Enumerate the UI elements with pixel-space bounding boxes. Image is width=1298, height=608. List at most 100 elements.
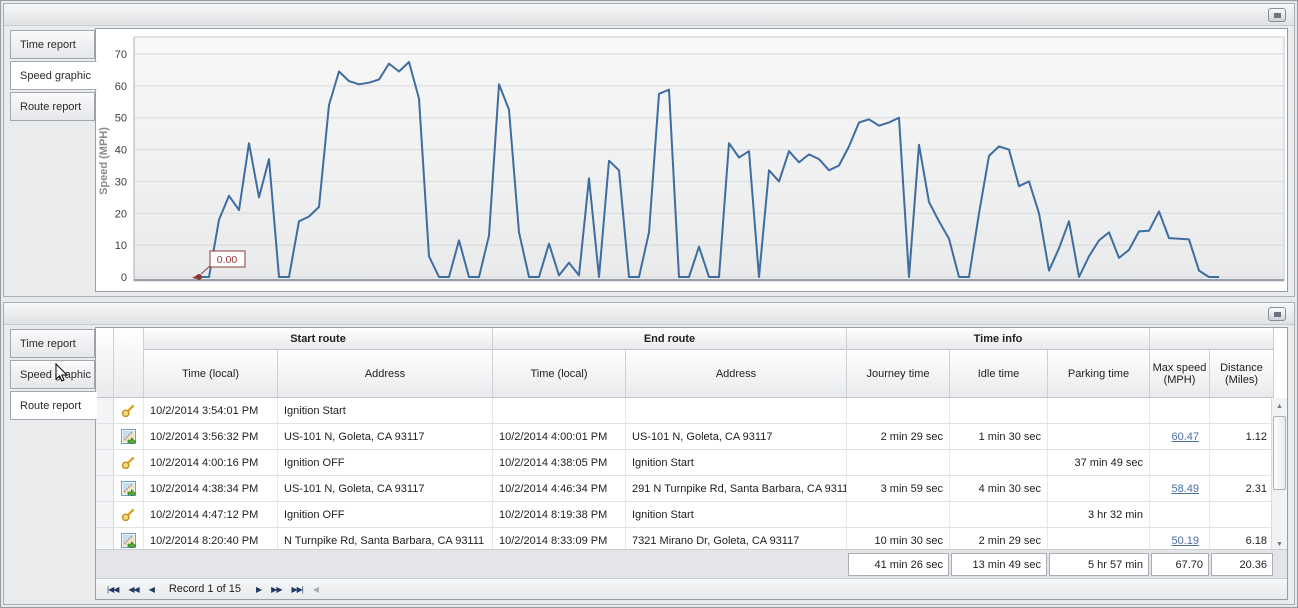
speed-graphic-panel: Time report Speed graphic Route report 0… xyxy=(3,3,1295,297)
y-tick-label: 50 xyxy=(115,113,127,125)
table-row[interactable]: 10/2/2014 3:54:01 PM Ignition Start xyxy=(96,398,1274,424)
collapse-icon xyxy=(1274,13,1281,18)
max-speed-link[interactable]: 50.19 xyxy=(1171,534,1199,547)
top-tab-time-report[interactable]: Time report xyxy=(10,30,95,59)
cell-start-time: 10/2/2014 3:56:32 PM xyxy=(144,424,278,450)
collapse-icon xyxy=(1274,312,1281,317)
indicator-column-header xyxy=(96,328,114,398)
cell-start-time: 10/2/2014 3:54:01 PM xyxy=(144,398,278,424)
cell-start-time: 10/2/2014 4:38:34 PM xyxy=(144,476,278,502)
cell-idle-time: 2 min 29 sec xyxy=(950,528,1048,552)
group-blank xyxy=(1150,328,1274,350)
col-start-address[interactable]: Address xyxy=(278,350,493,398)
record-navigator: |◀◀ ◀◀ ◀ Record 1 of 15 ▶ ▶▶ ▶▶| ◀ xyxy=(96,578,1287,599)
key-icon xyxy=(114,502,144,528)
cell-max-speed: 58.49 xyxy=(1150,476,1210,502)
nav-prev-icon[interactable]: ◀ xyxy=(148,584,155,594)
bottom-tab-route-report[interactable]: Route report xyxy=(10,391,97,420)
cell-idle-time: 1 min 30 sec xyxy=(950,424,1048,450)
cell-journey-time xyxy=(847,502,950,528)
grid-header: Start route End route Time info Time (lo… xyxy=(96,328,1274,398)
cell-start-time: 10/2/2014 4:47:12 PM xyxy=(144,502,278,528)
nav-first-icon[interactable]: |◀◀ xyxy=(107,584,119,594)
table-row[interactable]: 10/2/2014 3:56:32 PM US-101 N, Goleta, CA… xyxy=(96,424,1274,450)
bottom-tab-speed-graphic[interactable]: Speed graphic xyxy=(10,360,95,389)
nav-last-icon[interactable]: ▶▶| xyxy=(291,584,303,594)
bottom-tab-time-report[interactable]: Time report xyxy=(10,329,95,358)
cell-end-address: US-101 N, Goleta, CA 93117 xyxy=(626,424,847,450)
col-journey-time[interactable]: Journey time xyxy=(847,350,950,398)
route-report-panel: Time report Speed graphic Route report S… xyxy=(3,302,1295,605)
cell-parking-time: 3 hr 32 min xyxy=(1048,502,1150,528)
group-time-info[interactable]: Time info xyxy=(847,328,1150,350)
cell-max-speed xyxy=(1150,398,1210,424)
collapse-panel-button[interactable] xyxy=(1268,8,1286,22)
cell-start-address: Ignition Start xyxy=(278,398,493,424)
top-tab-route-report[interactable]: Route report xyxy=(10,92,95,121)
plot-area[interactable] xyxy=(133,36,1285,282)
cell-journey-time xyxy=(847,398,950,424)
group-start-route[interactable]: Start route xyxy=(144,328,493,350)
speed-series-line[interactable] xyxy=(199,61,1219,278)
cell-idle-time: 4 min 30 sec xyxy=(950,476,1048,502)
col-parking-time[interactable]: Parking time xyxy=(1048,350,1150,398)
row-indicator xyxy=(96,424,114,450)
col-end-time[interactable]: Time (local) xyxy=(493,350,626,398)
table-row[interactable]: 10/2/2014 4:47:12 PM Ignition OFF 10/2/201… xyxy=(96,502,1274,528)
speed-line-chart[interactable]: 0 10 20 30 40 50 60 70 Speed (MPH) 0.00 xyxy=(96,29,1289,292)
cell-journey-time xyxy=(847,450,950,476)
cell-end-time xyxy=(493,398,626,424)
scroll-down-icon[interactable]: ▼ xyxy=(1276,540,1283,548)
cell-end-time: 10/2/2014 4:38:05 PM xyxy=(493,450,626,476)
row-indicator xyxy=(96,450,114,476)
record-count-label: Record 1 of 15 xyxy=(168,583,242,595)
top-tab-speed-graphic[interactable]: Speed graphic xyxy=(10,61,97,90)
bottom-panel-header xyxy=(4,303,1294,325)
max-speed-link[interactable]: 60.47 xyxy=(1171,430,1199,443)
cell-end-time: 10/2/2014 4:46:34 PM xyxy=(493,476,626,502)
key-icon xyxy=(114,398,144,424)
summary-row: 41 min 26 sec 13 min 49 sec 5 hr 57 min … xyxy=(96,549,1287,578)
route-report-grid: Start route End route Time info Time (lo… xyxy=(95,327,1288,600)
cell-idle-time xyxy=(950,450,1048,476)
table-row[interactable]: 10/2/2014 4:38:34 PM US-101 N, Goleta, CA… xyxy=(96,476,1274,502)
cell-end-address: 7321 Mirano Dr, Goleta, CA 93117 xyxy=(626,528,847,552)
table-row[interactable]: 10/2/2014 8:20:40 PM N Turnpike Rd, Santa… xyxy=(96,528,1274,552)
y-tick-label: 0 xyxy=(121,272,127,284)
tooltip-pointer xyxy=(200,265,211,275)
top-panel-header xyxy=(4,4,1294,26)
table-row[interactable]: 10/2/2014 4:00:16 PM Ignition OFF 10/2/201… xyxy=(96,450,1274,476)
scroll-up-icon[interactable]: ▲ xyxy=(1276,402,1283,410)
collapse-panel-button[interactable] xyxy=(1268,307,1286,321)
cell-end-address: Ignition Start xyxy=(626,450,847,476)
col-distance[interactable]: Distance (Miles) xyxy=(1210,350,1274,398)
cell-idle-time xyxy=(950,398,1048,424)
vertical-scrollbar[interactable]: ▲ ▼ xyxy=(1271,398,1287,552)
cell-distance: 2.31 xyxy=(1210,476,1274,502)
hscroll-left-icon[interactable]: ◀ xyxy=(312,584,319,594)
summary-distance: 20.36 xyxy=(1211,553,1273,576)
group-end-route[interactable]: End route xyxy=(493,328,847,350)
col-end-address[interactable]: Address xyxy=(626,350,847,398)
speed-chart[interactable]: 0 10 20 30 40 50 60 70 Speed (MPH) 0.00 xyxy=(95,28,1288,292)
data-point-marker[interactable] xyxy=(196,274,202,280)
col-max-speed[interactable]: Max speed (MPH) xyxy=(1150,350,1210,398)
nav-next-page-icon[interactable]: ▶▶ xyxy=(271,584,282,594)
row-indicator xyxy=(96,528,114,552)
y-tick-label: 10 xyxy=(115,240,127,252)
col-start-time[interactable]: Time (local) xyxy=(144,350,278,398)
grid-rows: 10/2/2014 3:54:01 PM Ignition Start 10/2/2… xyxy=(96,398,1274,552)
scrollbar-thumb[interactable] xyxy=(1273,416,1286,490)
cell-distance xyxy=(1210,398,1274,424)
cell-end-address: Ignition Start xyxy=(626,502,847,528)
cell-end-time: 10/2/2014 4:00:01 PM xyxy=(493,424,626,450)
nav-prev-page-icon[interactable]: ◀◀ xyxy=(128,584,139,594)
col-idle-time[interactable]: Idle time xyxy=(950,350,1048,398)
cell-parking-time xyxy=(1048,476,1150,502)
cell-end-address xyxy=(626,398,847,424)
nav-next-icon[interactable]: ▶ xyxy=(256,584,262,594)
cell-distance xyxy=(1210,502,1274,528)
max-speed-link[interactable]: 58.49 xyxy=(1171,482,1199,495)
y-tick-label: 60 xyxy=(115,81,127,93)
row-indicator xyxy=(96,476,114,502)
